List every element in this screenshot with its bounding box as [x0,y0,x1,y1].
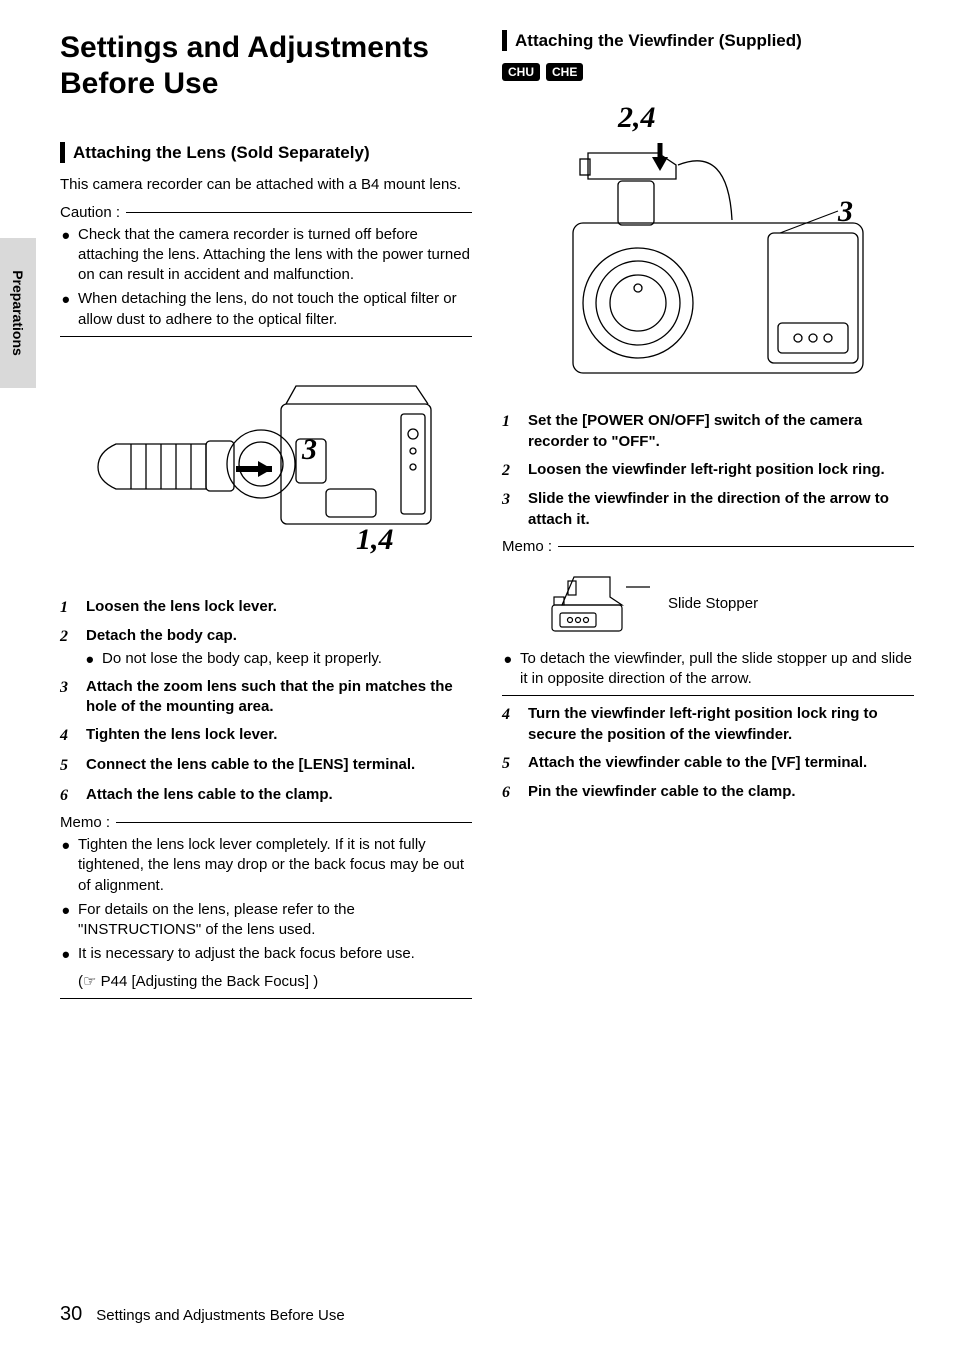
right-memo-label-row: Memo : [502,538,914,555]
svg-text:1,4: 1,4 [356,523,394,556]
step: 4Tighten the lens lock lever. [60,725,472,747]
right-memo-end-rule [502,695,914,696]
side-tab-label: Preparations [10,270,26,356]
step: 5Connect the lens cable to the [LENS] te… [60,755,472,777]
memo-rule [558,546,914,547]
caution-label: Caution : [60,204,120,221]
left-memo-label: Memo : [60,814,110,831]
caution-list: Check that the camera recorder is turned… [60,225,472,330]
left-memo-end-rule [60,998,472,999]
svg-text:3: 3 [301,433,317,466]
step: 6Attach the lens cable to the clamp. [60,785,472,807]
svg-text:2,4: 2,4 [617,101,656,134]
badge-chu: CHU [502,63,540,81]
right-figure: 2,4 3 [502,93,914,393]
left-steps: 1Loosen the lens lock lever. 2Detach the… [60,597,472,806]
caution-end-rule [60,336,472,337]
right-column: Attaching the Viewfinder (Supplied) CHU … [502,30,914,1007]
right-memo-label: Memo : [502,538,552,555]
caution-item: When detaching the lens, do not touch th… [60,289,472,330]
step: 6Pin the viewfinder cable to the clamp. [502,782,914,804]
memo-item: It is necessary to adjust the back focus… [60,944,472,964]
left-intro: This camera recorder can be attached wit… [60,175,472,195]
memo-item: To detach the viewfinder, pull the slide… [502,649,914,690]
step: 3Attach the zoom lens such that the pin … [60,677,472,718]
step: 3Slide the viewfinder in the direction o… [502,489,914,530]
side-tab: Preparations [0,238,36,388]
memo-item: For details on the lens, please refer to… [60,900,472,941]
left-figure: 3 1,4 [60,349,472,579]
right-heading: Attaching the Viewfinder (Supplied) [502,30,914,51]
step: 1Loosen the lens lock lever. [60,597,472,619]
step: 1Set the [POWER ON/OFF] switch of the ca… [502,411,914,452]
right-steps-a: 1Set the [POWER ON/OFF] switch of the ca… [502,411,914,530]
left-memo-label-row: Memo : [60,814,472,831]
caution-item: Check that the camera recorder is turned… [60,225,472,286]
footer: 30 Settings and Adjustments Before Use [60,1303,345,1326]
badge-che: CHE [546,63,583,81]
left-heading: Attaching the Lens (Sold Separately) [60,142,472,163]
caution-rule [126,212,472,213]
memo-rule [116,822,472,823]
step: 5Attach the viewfinder cable to the [VF]… [502,753,914,775]
slide-stopper-label: Slide Stopper [668,595,758,612]
memo-item: Tighten the lens lock lever completely. … [60,835,472,896]
substep: Do not lose the body cap, keep it proper… [86,649,472,669]
step: 2Loosen the viewfinder left-right positi… [502,460,914,482]
left-column: Settings and Adjustments Before Use Atta… [60,30,472,1007]
badges: CHU CHE [502,63,914,81]
left-ref: (☞ P44 [Adjusting the Back Focus] ) [60,971,472,992]
page-number: 30 [60,1303,82,1326]
caution-label-row: Caution : [60,204,472,221]
footer-title: Settings and Adjustments Before Use [96,1307,344,1324]
page-title: Settings and Adjustments Before Use [60,30,472,102]
svg-text:3: 3 [837,195,853,228]
slide-stopper-figure: Slide Stopper [502,559,914,649]
left-memo-list: Tighten the lens lock lever completely. … [60,835,472,965]
right-steps-b: 4Turn the viewfinder left-right position… [502,704,914,804]
step: 4Turn the viewfinder left-right position… [502,704,914,745]
step: 2Detach the body cap. Do not lose the bo… [60,626,472,669]
right-memo-list: To detach the viewfinder, pull the slide… [502,649,914,690]
